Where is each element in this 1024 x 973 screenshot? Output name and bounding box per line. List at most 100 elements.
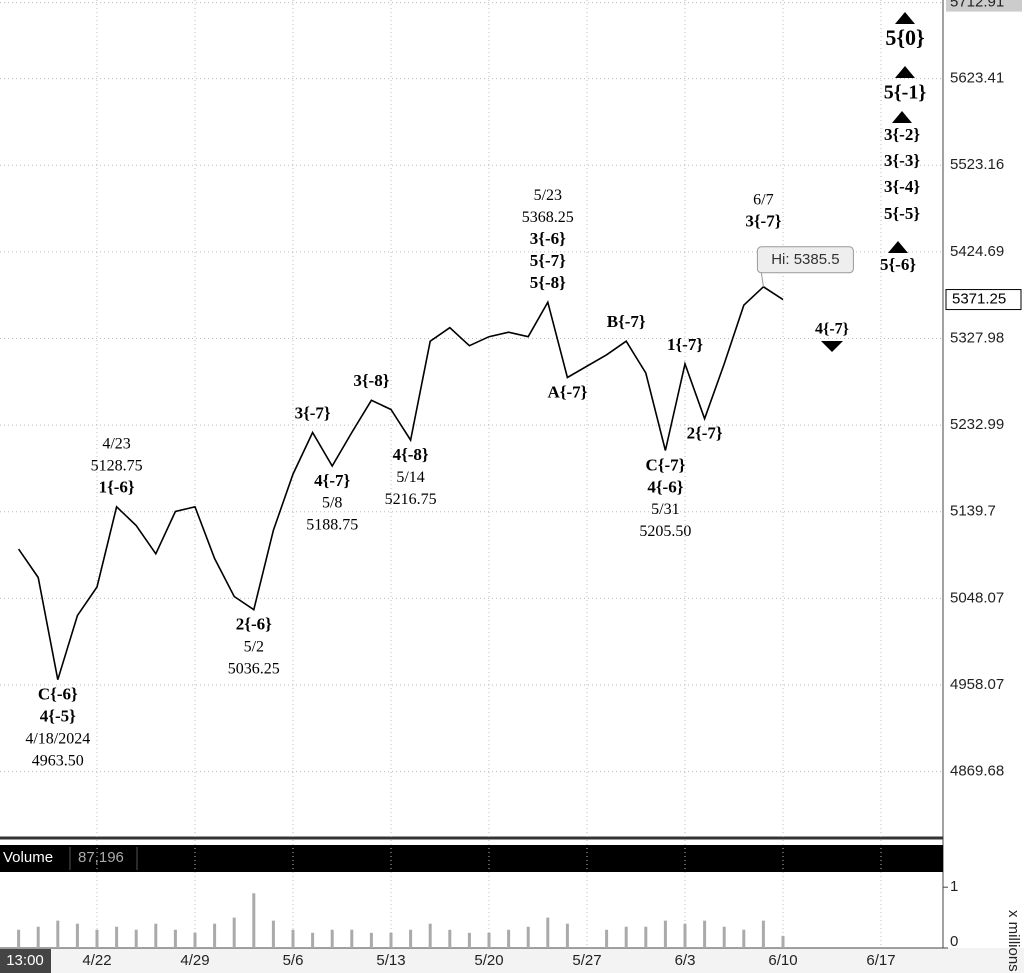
y-tick-label: 5232.99: [950, 416, 1004, 433]
wave-annotation: 5128.75: [91, 457, 143, 474]
projection-label: 5{-5}: [884, 204, 920, 223]
volume-bar: [95, 929, 99, 948]
volume-bar: [271, 920, 275, 948]
hi-pointer: [760, 272, 764, 287]
volume-bar: [75, 923, 79, 948]
volume-bar: [369, 932, 373, 948]
volume-bar: [605, 929, 609, 948]
x-tick-label: 5/13: [376, 952, 405, 969]
wave-annotation: 4{-8}: [393, 445, 429, 464]
hi-bubble: [756, 246, 854, 274]
volume-bar: [213, 923, 217, 948]
wave-annotation: 1{-6}: [99, 478, 135, 497]
y-tick-label: 5523.16: [950, 156, 1004, 173]
volume-bar: [389, 932, 393, 948]
volume-bar: [115, 926, 119, 948]
wave-annotation: 4/18/2024: [25, 730, 90, 747]
wave-annotation: 5368.25: [522, 209, 574, 226]
volume-bar: [722, 926, 726, 948]
volume-bar: [507, 929, 511, 948]
wave-annotation: 5{-7}: [530, 251, 566, 270]
wave-annotation: 5{-8}: [530, 273, 566, 292]
x-tick-label: 6/3: [675, 952, 696, 969]
volume-bar: [291, 929, 295, 948]
y-tick-label: 5712.91: [950, 0, 1004, 11]
volume-bar: [546, 917, 550, 948]
volume-bar: [663, 920, 667, 948]
volume-bar: [193, 932, 197, 948]
wave-annotation: 4{-7}: [314, 471, 350, 490]
volume-bar: [17, 929, 21, 948]
y-tick-label: 4958.07: [950, 676, 1004, 693]
wave-annotation: 2{-6}: [236, 615, 272, 634]
wave-annotation: 5/23: [534, 187, 562, 204]
y-tick-label: 5048.07: [950, 589, 1004, 606]
volume-bar: [624, 926, 628, 948]
volume-bar: [134, 929, 138, 948]
y-tick-label: 4869.68: [950, 763, 1004, 780]
volume-bar: [742, 929, 746, 948]
volume-bar: [36, 926, 40, 948]
wave-annotation: 4963.50: [32, 752, 84, 769]
y-tick-label: 5327.98: [950, 329, 1004, 346]
wave-annotation: A{-7}: [547, 382, 587, 401]
wave-annotation: B{-7}: [607, 312, 646, 331]
wave-annotation: C{-6}: [38, 685, 78, 704]
wave-annotation: 3{-7}: [295, 403, 331, 422]
volume-header: [0, 845, 943, 872]
volume-bar: [487, 932, 491, 948]
wave-annotation: 5/2: [244, 638, 264, 655]
volume-bar: [761, 920, 765, 948]
volume-bar: [683, 923, 687, 948]
time-box: [0, 949, 51, 973]
wave-annotation: C{-7}: [645, 455, 685, 474]
projection-label: 4{-7}: [815, 321, 849, 338]
price-line: [17, 285, 784, 680]
volume-bar: [154, 923, 158, 948]
volume-bar: [330, 929, 334, 948]
hi-label: Hi: 5385.5: [771, 251, 839, 268]
volume-bar: [644, 926, 648, 948]
wave-annotation: 5188.75: [306, 517, 358, 534]
volume-bar: [409, 929, 413, 948]
volume-bar: [448, 929, 452, 948]
wave-annotation: 4{-5}: [40, 707, 76, 726]
x-tick-label: 5/20: [474, 952, 503, 969]
wave-annotation: 6/7: [753, 191, 773, 208]
top-label-box: [946, 0, 1022, 12]
volume-bar: [56, 920, 60, 948]
price-tag-label: 5371.25: [952, 291, 1006, 308]
wave-annotation: 5216.75: [385, 491, 437, 508]
wave-annotation: 5205.50: [639, 523, 691, 540]
projection-label: 5{0}: [885, 25, 924, 50]
y-tick-label: 5424.69: [950, 243, 1004, 260]
volume-bar: [781, 935, 785, 948]
volume-bar: [173, 929, 177, 948]
wave-annotation: 3{-7}: [745, 212, 781, 231]
y-tick-label: 0: [950, 933, 958, 950]
projection-label: 5{-1}: [884, 82, 927, 104]
projection-triangle: [892, 111, 912, 123]
projection-triangle: [895, 12, 915, 24]
wave-annotation: 4{-6}: [647, 477, 683, 496]
wave-annotation: 1{-7}: [667, 335, 703, 354]
x-tick-label: 4/22: [82, 952, 111, 969]
projection-label: 3{-3}: [884, 151, 920, 170]
projection-triangle: [888, 241, 908, 253]
wave-annotation: 5/8: [322, 495, 342, 512]
x-tick-label: 5/6: [283, 952, 304, 969]
volume-bar: [232, 917, 236, 948]
y-tick-label: 1: [950, 878, 958, 895]
projection-label: 3{-2}: [884, 125, 920, 144]
x-axis-strip: [0, 948, 1024, 973]
wave-annotation: 3{-6}: [530, 229, 566, 248]
volume-bar: [350, 929, 354, 948]
volume-bar: [311, 932, 315, 948]
volume-title: Volume: [3, 849, 53, 866]
volume-value: 87,196: [78, 849, 124, 866]
wave-annotation: 3{-8}: [353, 371, 389, 390]
volume-bar: [526, 926, 530, 948]
price-tag: [945, 289, 1022, 311]
